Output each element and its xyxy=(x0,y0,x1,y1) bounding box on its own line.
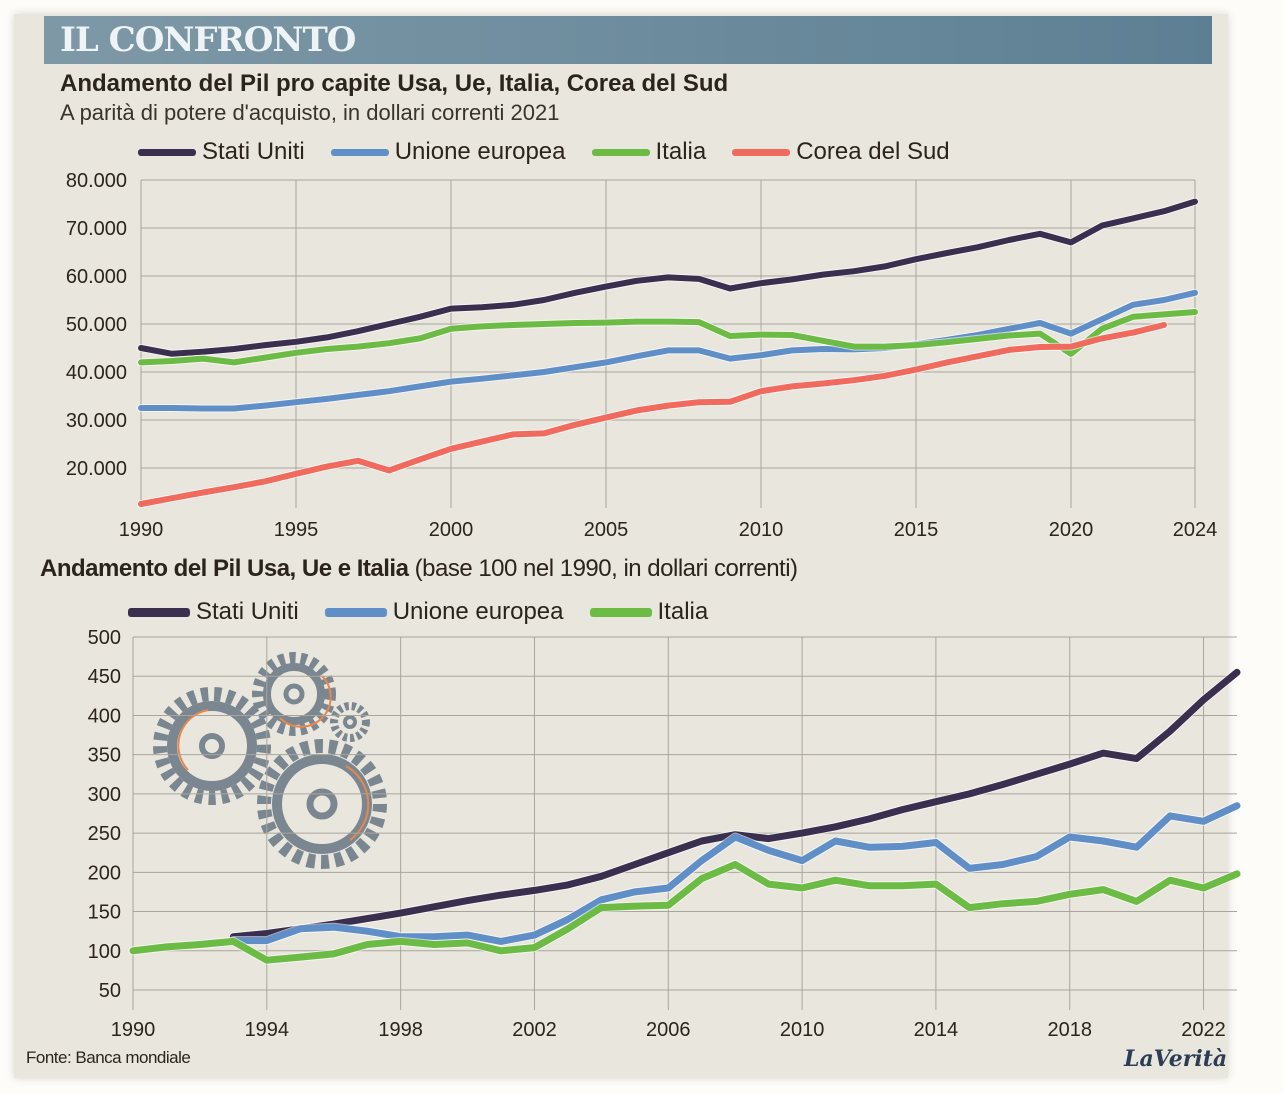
gear-large-bottom xyxy=(257,739,387,869)
y-tick-label: 70.000 xyxy=(66,218,127,240)
y-tick-label: 20.000 xyxy=(66,458,127,480)
x-tick-label: 1994 xyxy=(245,1019,290,1041)
header-banner: IL CONFRONTO xyxy=(44,16,1212,64)
x-tick-label: 2005 xyxy=(584,519,629,541)
arrow-icon xyxy=(279,675,332,728)
x-tick-label: 2018 xyxy=(1047,1019,1092,1041)
series-halo-ue xyxy=(228,801,1242,946)
y-tick-label: 100 xyxy=(88,941,121,963)
y-tick-label: 50 xyxy=(99,980,121,1002)
legend2-item-usa: Stati Uniti xyxy=(128,598,299,626)
y-tick-label: 60.000 xyxy=(66,266,127,288)
legend-item-corea: Corea del Sud xyxy=(732,138,950,166)
legend-swatch-ue xyxy=(330,148,389,156)
chart1-legend: Stati Uniti Unione europea Italia Corea … xyxy=(138,138,976,166)
chart2-legend: Stati Uniti Unione europea Italia xyxy=(128,598,734,626)
y-tick-label: 150 xyxy=(88,902,121,924)
gears-icon xyxy=(153,652,387,869)
legend2-swatch-usa xyxy=(128,607,190,617)
series-line-italia xyxy=(129,861,1241,964)
x-tick-label: 2022 xyxy=(1181,1019,1226,1041)
chart2-plot: 50 100 150 200 250 300 350 400 450 500 1990 1994 199… xyxy=(88,627,1242,1041)
y-tick-label: 200 xyxy=(88,862,121,884)
x-tick-label: 2024 xyxy=(1173,519,1218,541)
chart1-subtitle: A parità di potere d'acquisto, in dollar… xyxy=(60,100,560,125)
legend-swatch-usa xyxy=(138,148,196,156)
x-tick-label: 1995 xyxy=(274,519,319,541)
legend2-item-ue: Unione europea xyxy=(324,598,564,626)
legend2-swatch-italia xyxy=(589,607,652,617)
arrow-icon xyxy=(177,709,209,771)
x-tick-label: 2000 xyxy=(429,519,474,541)
y-tick-label: 300 xyxy=(88,784,121,806)
y-tick-label: 40.000 xyxy=(66,362,127,384)
series-line-corea xyxy=(138,322,1167,507)
y-tick-label: 500 xyxy=(88,627,121,649)
legend2-item-italia: Italia xyxy=(589,598,708,626)
y-tick-label: 450 xyxy=(88,666,121,688)
chart2-title-row: Andamento del Pil Usa, Ue e Italia (base… xyxy=(40,555,798,583)
x-tick-label: 2010 xyxy=(739,519,784,541)
source-note: Fonte: Banca mondiale xyxy=(26,1048,191,1067)
y-tick-label: 250 xyxy=(88,823,121,845)
legend-item-ue: Unione europea xyxy=(330,138,566,166)
x-tick-label: 1990 xyxy=(119,519,164,541)
y-tick-label: 30.000 xyxy=(66,410,127,432)
chart2-title-note: (base 100 nel 1990, in dollari correnti) xyxy=(414,555,798,582)
y-tick-label: 80.000 xyxy=(66,170,127,192)
legend-item-usa: Stati Uniti xyxy=(138,138,305,166)
brand-logo: LaVerità xyxy=(1124,1046,1228,1072)
x-tick-label: 2014 xyxy=(914,1019,959,1041)
y-tick-label: 50.000 xyxy=(66,314,127,336)
x-tick-label: 2020 xyxy=(1049,519,1094,541)
chart2-title: Andamento del Pil Usa, Ue e Italia xyxy=(40,555,409,582)
x-tick-label: 2006 xyxy=(646,1019,691,1041)
x-tick-label: 2010 xyxy=(780,1019,825,1041)
chart1-title: Andamento del Pil pro capite Usa, Ue, It… xyxy=(60,70,729,97)
legend-swatch-italia xyxy=(591,148,650,156)
banner-title: IL CONFRONTO xyxy=(60,20,356,60)
gear-top xyxy=(252,652,336,736)
series-line-ue xyxy=(138,289,1198,412)
series-line-italia xyxy=(138,309,1198,366)
y-tick-label: 400 xyxy=(88,705,121,727)
series-line-ue xyxy=(229,802,1241,945)
gear-small xyxy=(330,702,370,742)
x-tick-label: 1990 xyxy=(111,1019,156,1041)
gear-large-left xyxy=(153,687,271,805)
legend-swatch-corea xyxy=(732,148,791,156)
chart1-plot: 20.000 30.000 40.000 50.000 60.000 70.000 80.0… xyxy=(66,170,1217,541)
series-line-usa xyxy=(138,198,1198,357)
legend-item-italia: Italia xyxy=(591,138,706,166)
x-tick-label: 2015 xyxy=(894,519,939,541)
x-tick-label: 2002 xyxy=(512,1019,557,1041)
arrow-icon xyxy=(345,765,370,841)
legend2-swatch-ue xyxy=(324,607,387,617)
y-tick-label: 350 xyxy=(88,745,121,767)
x-tick-label: 1998 xyxy=(378,1019,423,1041)
